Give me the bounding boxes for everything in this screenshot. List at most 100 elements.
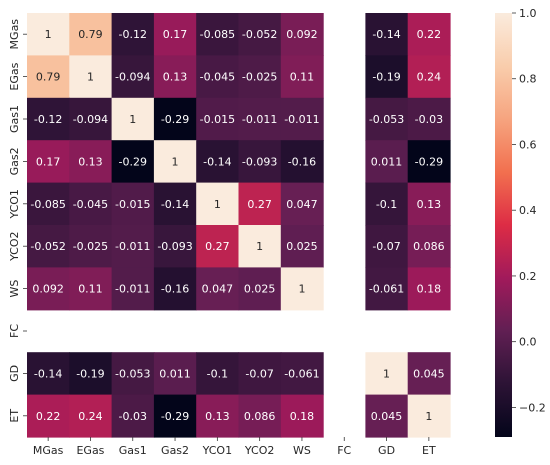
colorbar <box>495 13 512 437</box>
heatmap-cell <box>407 267 451 311</box>
heatmap-cell <box>238 182 282 226</box>
colorbar-ticks: −0.2 0.0 0.2 0.4 0.6 0.8 1.0 <box>512 7 546 414</box>
heatmap-cell <box>69 352 113 396</box>
heatmap-cell <box>153 225 197 268</box>
heatmap-cell-label: -0.14 <box>372 28 400 41</box>
heatmap-cell-label: 0.086 <box>413 240 445 253</box>
heatmap-cell-label: 0.17 <box>36 155 61 168</box>
heatmap-cell <box>111 394 155 438</box>
heatmap-cell-label: 0.79 <box>36 71 61 84</box>
y-tick-label: EGas <box>8 62 21 90</box>
heatmap-cell <box>280 55 324 99</box>
colorbar-tick-label: 0.8 <box>519 73 537 86</box>
heatmap-cell-label: -0.12 <box>34 113 62 126</box>
heatmap-cell <box>280 394 324 438</box>
colorbar-tick-label: 0.6 <box>519 138 537 151</box>
heatmap-cell-label: 1 <box>129 113 136 126</box>
heatmap-cell <box>111 13 155 56</box>
heatmap-cell-label: -0.052 <box>30 240 65 253</box>
heatmap-cell <box>69 55 113 99</box>
heatmap-cell <box>280 267 324 311</box>
heatmap-cell-label: -0.061 <box>369 283 404 296</box>
heatmap-cell <box>153 182 197 226</box>
heatmap-cell <box>111 267 155 311</box>
heatmap-cell <box>69 225 113 268</box>
heatmap-cell <box>153 352 197 396</box>
heatmap-cell <box>407 225 451 268</box>
heatmap-cell <box>280 13 324 56</box>
heatmap-cell <box>238 55 282 99</box>
heatmap-cell <box>365 394 409 438</box>
heatmap-cell-label: -0.14 <box>161 198 189 211</box>
heatmap-cell-label: -0.011 <box>115 283 150 296</box>
heatmap-cell-label: 0.13 <box>205 410 230 423</box>
heatmap-cell <box>407 352 451 396</box>
y-axis-ticks: MGas EGas Gas1 Gas2 YCO1 YCO2 WS FC GD ET <box>8 19 27 423</box>
heatmap-cell <box>27 267 70 311</box>
heatmap-cell <box>238 97 282 141</box>
heatmap-cell <box>365 97 409 141</box>
heatmap-cell <box>407 55 451 99</box>
heatmap-cell-label: 0.24 <box>78 410 103 423</box>
heatmap-cell-label: 0.22 <box>36 410 61 423</box>
heatmap-cell-label: -0.29 <box>415 155 443 168</box>
heatmap-cell <box>407 13 451 56</box>
y-tick-label: MGas <box>8 19 21 50</box>
heatmap-cell <box>365 13 409 56</box>
heatmap-cell-label: -0.011 <box>242 113 277 126</box>
heatmap-cell <box>111 182 155 226</box>
heatmap-cell-label: -0.1 <box>376 198 397 211</box>
heatmap-cell <box>153 394 197 438</box>
heatmap-cell <box>27 352 70 396</box>
heatmap-cell-label: -0.12 <box>119 28 147 41</box>
heatmap-cell <box>196 55 240 99</box>
heatmap-cell-label: -0.03 <box>415 113 443 126</box>
heatmap-cell <box>196 13 240 56</box>
heatmap-cell-label: 0.22 <box>417 28 442 41</box>
x-tick-label: YCO2 <box>244 444 274 457</box>
heatmap-cell-label: -0.093 <box>157 240 192 253</box>
heatmap-cell <box>365 225 409 268</box>
heatmap-cell-label: -0.094 <box>73 113 108 126</box>
heatmap-cell-label: 0.79 <box>78 28 103 41</box>
heatmap-cell <box>69 97 113 141</box>
x-axis-ticks: MGas EGas Gas1 Gas2 YCO1 YCO2 WS FC GD ET <box>33 437 436 457</box>
heatmap-cell <box>27 140 70 184</box>
heatmap-cell <box>280 352 324 396</box>
heatmap-cell <box>69 13 113 56</box>
heatmap-cell <box>69 267 113 311</box>
y-tick-label: FC <box>8 324 21 338</box>
heatmap-cell-label: -0.061 <box>284 367 319 380</box>
x-tick-label: WS <box>293 444 311 457</box>
x-tick-label: GD <box>378 444 395 457</box>
heatmap-cell-label: -0.015 <box>200 113 235 126</box>
x-tick-label: ET <box>422 444 436 457</box>
x-tick-label: EGas <box>76 444 104 457</box>
heatmap-cell-label: 0.18 <box>290 410 315 423</box>
heatmap-cell <box>238 225 282 268</box>
heatmap-cell <box>196 394 240 438</box>
y-tick-label: YCO1 <box>8 189 21 219</box>
heatmap-cell-label: 0.045 <box>413 367 445 380</box>
heatmap-cell-label: 0.13 <box>163 71 188 84</box>
heatmap-cell-label: 0.27 <box>205 240 230 253</box>
heatmap-cell <box>365 182 409 226</box>
heatmap-cell-label: 0.047 <box>286 198 318 211</box>
x-tick-label: MGas <box>33 444 64 457</box>
heatmap-cell <box>196 97 240 141</box>
heatmap-cell <box>153 13 197 56</box>
y-tick-label: YCO2 <box>8 231 21 261</box>
heatmap-cell <box>407 394 451 438</box>
heatmap-cell <box>238 140 282 184</box>
heatmap-cell <box>111 225 155 268</box>
heatmap-cell <box>27 55 70 99</box>
heatmap-cell-label: 1 <box>87 71 94 84</box>
heatmap-cell <box>280 182 324 226</box>
heatmap-cell <box>153 55 197 99</box>
heatmap-cell-label: 0.045 <box>371 410 403 423</box>
heatmap-cell <box>111 352 155 396</box>
heatmap-cell-label: -0.093 <box>242 155 277 168</box>
heatmap-cell <box>365 140 409 184</box>
heatmap-cell <box>238 352 282 396</box>
heatmap-cell-label: 0.11 <box>290 71 315 84</box>
